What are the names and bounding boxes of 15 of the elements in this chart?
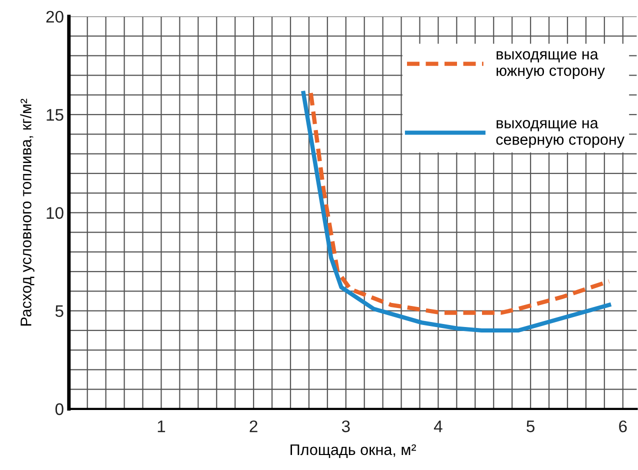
x-tick-label: 6: [619, 420, 627, 432]
x-tick-label: 3: [342, 420, 350, 432]
legend-label: выходящие на северную сторону: [496, 120, 624, 148]
x-tick-label: 1: [158, 420, 166, 432]
y-tick-label: 20: [46, 10, 64, 23]
x-tick-label: 2: [250, 420, 258, 432]
x-tick-label: 4: [434, 420, 442, 432]
y-tick-label: 15: [46, 109, 64, 121]
y-tick-label: 0: [55, 403, 64, 416]
x-axis-title: Площадь окна, м²: [290, 444, 416, 458]
y-axis-title: Расход условного топлива, кг/м²: [20, 98, 34, 326]
legend-label: выходящие на южную сторону: [496, 51, 605, 79]
x-tick-label: 5: [526, 420, 534, 432]
y-tick-label: 10: [46, 207, 64, 219]
y-tick-label: 5: [55, 305, 64, 317]
